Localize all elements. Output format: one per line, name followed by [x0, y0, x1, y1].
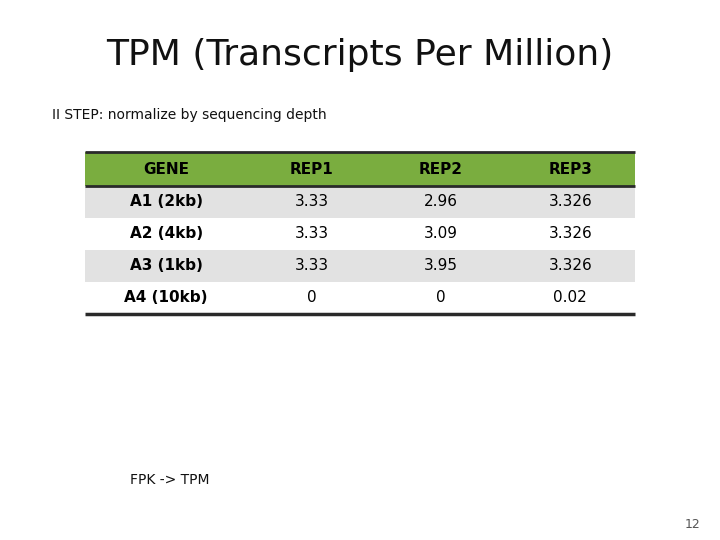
Text: 3.326: 3.326	[549, 226, 593, 241]
Text: 3.33: 3.33	[294, 226, 329, 241]
Text: 3.326: 3.326	[549, 194, 593, 210]
Bar	[85, 152, 635, 186]
Bar	[85, 282, 635, 314]
Text: 2.96: 2.96	[424, 194, 458, 210]
Text: 3.326: 3.326	[549, 259, 593, 273]
Text: II STEP: normalize by sequencing depth: II STEP: normalize by sequencing depth	[52, 108, 327, 122]
Text: 3.33: 3.33	[294, 259, 329, 273]
Bar	[85, 250, 635, 282]
Text: REP1: REP1	[290, 161, 334, 177]
Text: GENE: GENE	[143, 161, 189, 177]
Text: 0: 0	[307, 291, 317, 306]
Text: A3 (1kb): A3 (1kb)	[130, 259, 202, 273]
Text: 3.95: 3.95	[424, 259, 458, 273]
Text: 0.02: 0.02	[554, 291, 588, 306]
Text: 12: 12	[684, 518, 700, 531]
Text: REP3: REP3	[549, 161, 593, 177]
Text: TPM (Transcripts Per Million): TPM (Transcripts Per Million)	[107, 38, 613, 72]
Text: A4 (10kb): A4 (10kb)	[125, 291, 208, 306]
Text: FPK -> TPM: FPK -> TPM	[130, 473, 210, 487]
Text: REP2: REP2	[419, 161, 463, 177]
Text: 3.33: 3.33	[294, 194, 329, 210]
Text: 3.09: 3.09	[424, 226, 458, 241]
Text: 0: 0	[436, 291, 446, 306]
Bar	[85, 218, 635, 250]
Text: A1 (2kb): A1 (2kb)	[130, 194, 202, 210]
Bar	[85, 186, 635, 218]
Text: A2 (4kb): A2 (4kb)	[130, 226, 203, 241]
